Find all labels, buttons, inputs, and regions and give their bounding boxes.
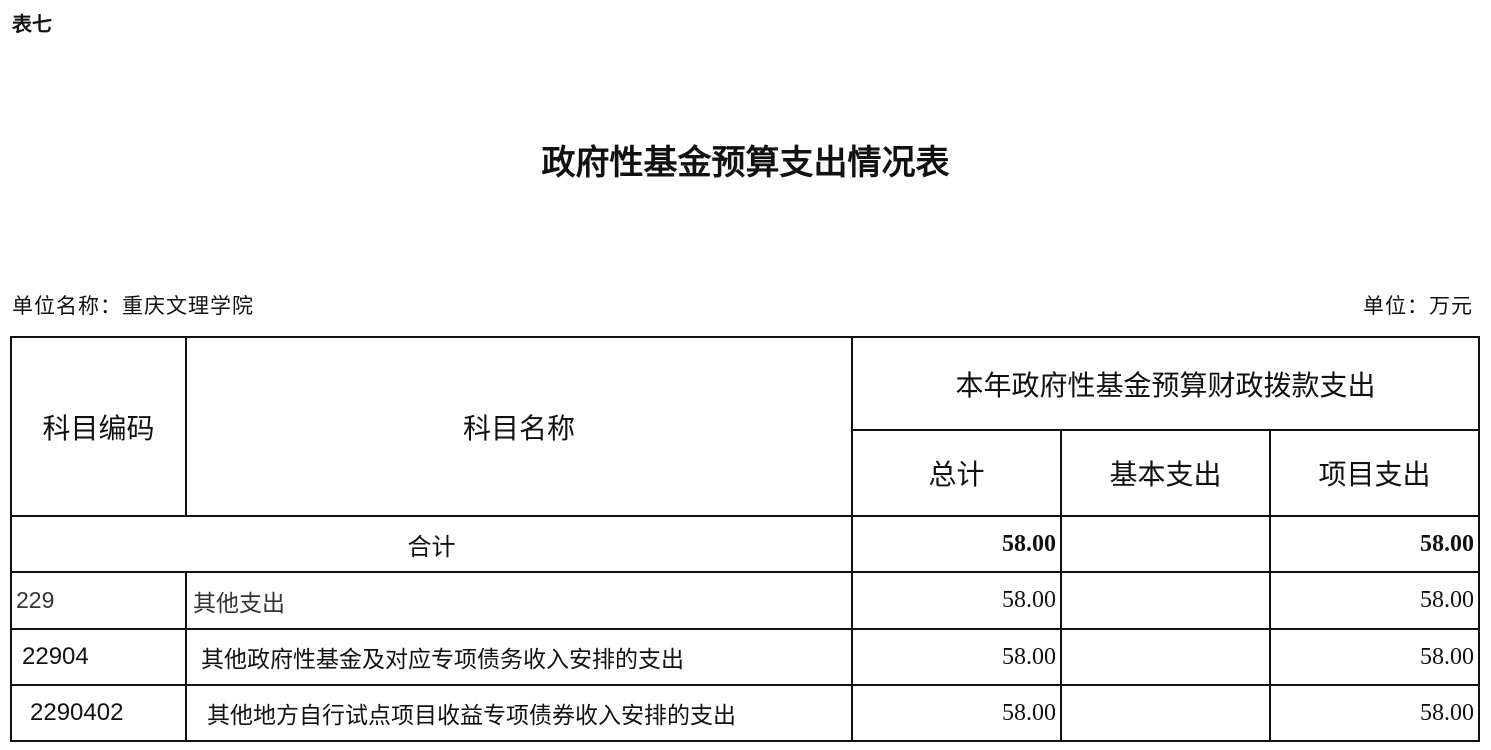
table-row: 229 其他支出 58.00 58.00 [10,571,1480,630]
row-name: 其他支出 [185,571,853,630]
total-label: 合计 [10,515,853,573]
row-total: 58.00 [851,571,1062,630]
row-name: 其他地方自行试点项目收益专项债券收入安排的支出 [185,684,853,742]
total-project: 58.00 [1269,515,1480,573]
row-project: 58.00 [1269,628,1480,686]
header-name: 科目名称 [185,336,853,517]
row-code: 229 [10,571,187,630]
unit-name: 单位名称：重庆文理学院 [12,294,254,318]
table-row: 22904 其他政府性基金及对应专项债务收入安排的支出 58.00 58.00 [10,628,1480,686]
row-basic [1060,684,1271,742]
header-basic: 基本支出 [1060,429,1271,517]
total-total: 58.00 [851,515,1062,573]
row-project: 58.00 [1269,684,1480,742]
row-code: 22904 [10,628,187,686]
row-basic [1060,628,1271,686]
row-project: 58.00 [1269,571,1480,630]
total-row: 合计 58.00 58.00 [10,515,1480,573]
row-total: 58.00 [851,684,1062,742]
page-title: 政府性基金预算支出情况表 [541,143,950,183]
table-row: 2290402 其他地方自行试点项目收益专项债券收入安排的支出 58.00 58… [10,684,1480,742]
header-group: 本年政府性基金预算财政拨款支出 [851,336,1480,431]
total-basic [1060,515,1271,573]
header-project: 项目支出 [1269,429,1480,517]
header-total: 总计 [851,429,1062,517]
row-name: 其他政府性基金及对应专项债务收入安排的支出 [185,628,853,686]
header-code: 科目编码 [10,336,187,517]
row-basic [1060,571,1271,630]
table-tag: 表七 [12,12,52,36]
row-total: 58.00 [851,628,1062,686]
expenditure-table: 科目编码 科目名称 本年政府性基金预算财政拨款支出 总计 基本支出 项目支出 合… [10,336,1480,742]
row-code: 2290402 [10,684,187,742]
currency-unit: 单位：万元 [1363,294,1473,318]
